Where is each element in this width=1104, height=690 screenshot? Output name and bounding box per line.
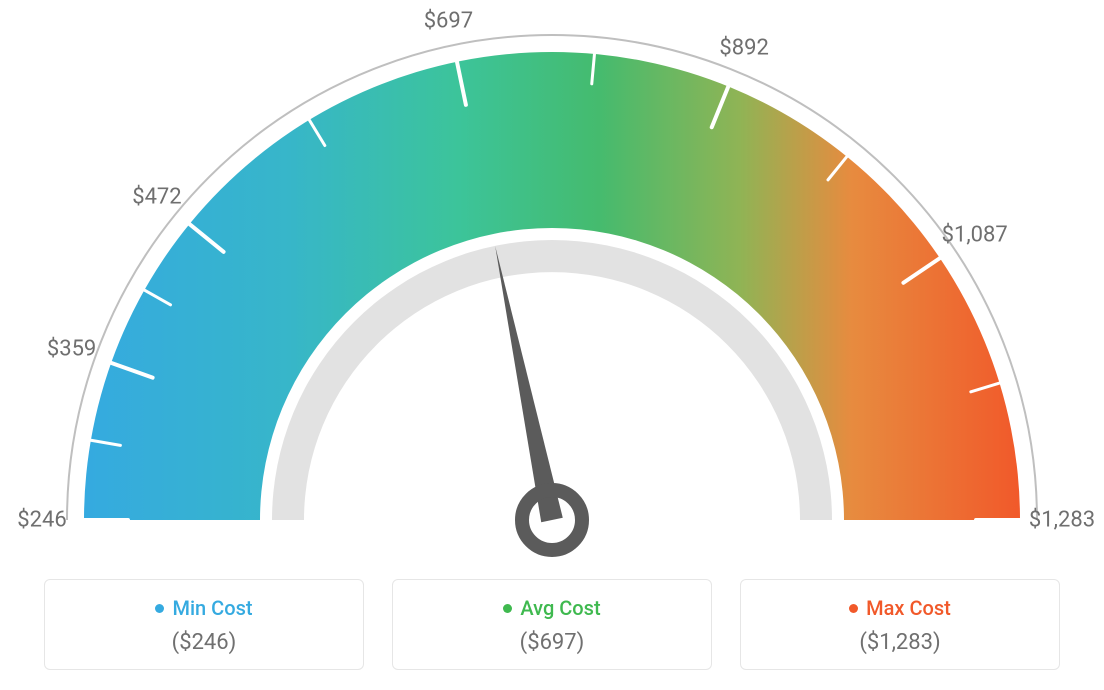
legend-row: Min Cost ($246) Avg Cost ($697) Max Cost…: [0, 579, 1104, 670]
legend-dot-avg: [503, 604, 512, 613]
legend-card-max: Max Cost ($1,283): [740, 579, 1060, 670]
legend-value-min: ($246): [55, 630, 353, 655]
legend-label-avg: Avg Cost: [520, 596, 600, 620]
legend-card-avg: Avg Cost ($697): [392, 579, 712, 670]
legend-label-min: Min Cost: [172, 596, 252, 620]
gauge-tick-label: $246: [17, 508, 66, 533]
legend-dot-max: [849, 604, 858, 613]
legend-title-avg: Avg Cost: [503, 596, 600, 620]
gauge-tick-label: $697: [424, 8, 473, 33]
legend-dot-min: [155, 604, 164, 613]
legend-value-max: ($1,283): [751, 630, 1049, 655]
gauge-tick-label: $892: [719, 35, 768, 60]
gauge-tick-label: $472: [132, 185, 181, 210]
legend-card-min: Min Cost ($246): [44, 579, 364, 670]
gauge-tick-label: $359: [47, 336, 96, 361]
gauge-chart: $246 $359 $472 $697 $892 $1,087 $1,283: [0, 0, 1104, 560]
gauge-tick-label: $1,087: [942, 222, 1008, 247]
legend-label-max: Max Cost: [866, 596, 951, 620]
gauge-tick-label: $1,283: [1029, 508, 1095, 533]
legend-title-min: Min Cost: [155, 596, 252, 620]
legend-value-avg: ($697): [403, 630, 701, 655]
legend-title-max: Max Cost: [849, 596, 951, 620]
gauge-svg: [0, 0, 1104, 560]
